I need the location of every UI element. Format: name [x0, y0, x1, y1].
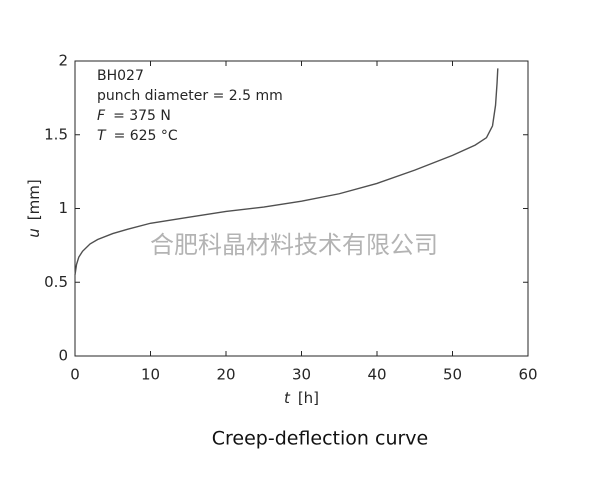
watermark: 合肥科晶材料技术有限公司: [150, 231, 438, 259]
annotation: punch diameter = 2.5 mm: [97, 88, 283, 104]
x-tick-label: 50: [443, 366, 462, 384]
y-tick-label: 1: [58, 199, 68, 217]
y-tick-label: 0: [58, 347, 68, 365]
line: [74, 68, 499, 275]
y-axis-symbol: u: [25, 228, 43, 238]
annotation-symbol: F: [97, 108, 106, 124]
y-tick-label: 1.5: [44, 125, 68, 143]
x-tick-label: 40: [367, 366, 386, 384]
x-axis-label: t [h]: [284, 389, 319, 407]
x-tick-label: 60: [518, 366, 537, 384]
annotation: F = 375 N: [97, 108, 171, 124]
x-tick-label: 0: [70, 366, 80, 384]
x-axis-unit: [h]: [298, 389, 319, 407]
y-tick-label: 2: [58, 52, 68, 70]
x-axis-symbol: t: [284, 389, 291, 407]
plot-frame: [74, 60, 529, 357]
x-tick-label: 10: [141, 366, 160, 384]
x-tick-label: 30: [292, 366, 311, 384]
annotation-text: = 375 N: [113, 108, 171, 124]
y-axis-unit: [mm]: [25, 179, 43, 220]
x-tick-label: 20: [216, 366, 235, 384]
caption: Creep-deflection curve: [212, 428, 428, 450]
annotation: BH027: [97, 68, 144, 84]
annotation-symbol: T: [97, 128, 107, 144]
y-axis-label: u [mm]: [25, 179, 43, 237]
y-tick-label: 0.5: [44, 273, 68, 291]
annotation-text: = 625 °C: [114, 128, 178, 144]
annotation: T = 625 °C: [97, 128, 178, 144]
